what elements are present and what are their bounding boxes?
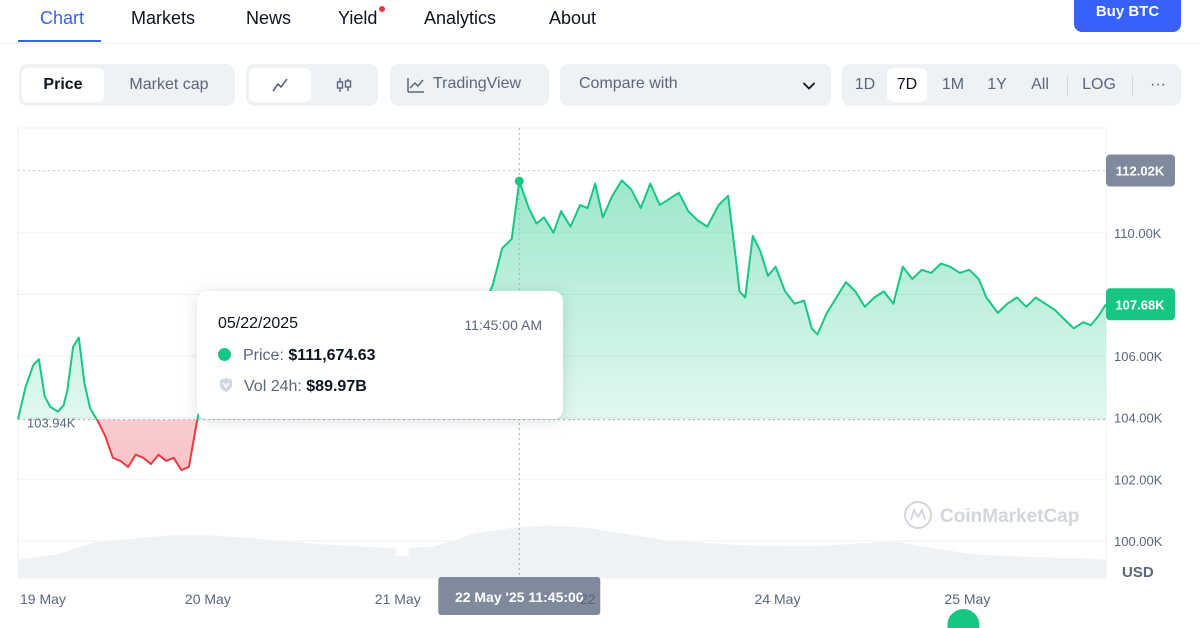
tab-yield-label: Yield [338, 8, 378, 28]
compare-with-label: Compare with [579, 75, 678, 92]
x-tick-label: 20 May [185, 591, 231, 607]
price-dot-icon [218, 348, 231, 361]
tab-yield[interactable]: Yield [338, 6, 386, 29]
tradingview-button[interactable]: TradingView [390, 64, 549, 106]
price-chart-svg: 103.94K 112.02K 107.68K 22 May '25 11:45:00… [17, 127, 1175, 628]
baseline-label: 103.94K [27, 416, 76, 431]
volume-shield-icon [220, 378, 232, 392]
tooltip-volume-row: Vol 24h: $89.97B [218, 377, 367, 396]
y-tick-label: 102.00K [1114, 472, 1163, 487]
tab-markets[interactable]: Markets [131, 8, 196, 28]
range-7d[interactable]: 7D [887, 68, 927, 102]
time-range-selector: 1D 7D 1M 1Y All LOG ··· [842, 64, 1181, 106]
price-marketcap-toggle: Price Market cap [19, 64, 235, 106]
tab-chart[interactable]: Chart [40, 8, 85, 28]
x-tick-label: 19 May [20, 591, 66, 607]
watermark: CoinMarketCap [904, 501, 1079, 529]
compare-with-select[interactable]: Compare with [560, 64, 831, 106]
divider [1067, 76, 1068, 96]
range-all[interactable]: All [1031, 76, 1049, 93]
top-nav: Chart Markets News Yield Analytics About… [0, 0, 1200, 44]
price-tooltip: 05/22/2025 11:45:00 AM Price: $111,674.6… [197, 291, 563, 419]
event-marker-icon [947, 609, 980, 628]
line-chart-button[interactable] [249, 68, 311, 102]
tradingview-label: TradingView [433, 75, 522, 92]
x-tick-label: 22 [580, 591, 596, 607]
y-tick-label: 104.00K [1114, 411, 1163, 426]
tooltip-date: 05/22/2025 [218, 315, 299, 332]
x-tick-label: 25 May [944, 591, 990, 607]
y-axis-unit: USD [1122, 564, 1154, 581]
more-options-button[interactable]: ··· [1150, 76, 1166, 93]
price-chart[interactable]: 103.94K 112.02K 107.68K 22 May '25 11:45:00… [0, 120, 1200, 628]
range-1m[interactable]: 1M [941, 76, 965, 93]
x-tick-label: 21 May [375, 591, 421, 607]
tooltip-vol-label: Vol 24h: [244, 378, 302, 395]
crosshair-time-badge [438, 577, 601, 615]
price-tab[interactable]: Price [22, 68, 104, 102]
candlestick-icon [336, 78, 352, 92]
y-tick-label: 100.00K [1114, 534, 1163, 549]
chevron-down-icon [803, 82, 815, 90]
tab-news[interactable]: News [246, 8, 292, 28]
divider [1132, 76, 1133, 96]
log-scale-toggle[interactable]: LOG [1082, 76, 1116, 93]
crosshair-point [514, 176, 524, 186]
chart-type-toggle [246, 64, 378, 106]
tab-analytics[interactable]: Analytics [424, 8, 497, 28]
crosshair-time-label: 22 May '25 11:45:00 [455, 589, 584, 605]
range-1d[interactable]: 1D [854, 76, 876, 93]
y-tick-label: 110.00K [1114, 226, 1162, 241]
price-line-down [95, 419, 199, 472]
tooltip-price-label: Price: [243, 347, 284, 364]
coinmarketcap-logo-mark [910, 507, 926, 521]
tooltip-price-row: Price: $111,674.63 [218, 347, 376, 365]
market-cap-tab[interactable]: Market cap [129, 76, 209, 93]
tab-about[interactable]: About [549, 8, 597, 28]
tradingview-icon [407, 78, 424, 93]
volume-area [18, 525, 1106, 578]
buy-btc-button[interactable]: Buy BTC [1074, 0, 1181, 32]
line-chart-icon [272, 78, 288, 92]
active-tab-underline [18, 40, 101, 42]
volume-gap [395, 546, 409, 557]
high-badge-label: 112.02K [1116, 164, 1165, 179]
watermark-text: CoinMarketCap [940, 506, 1079, 527]
y-tick-label: 106.00K [1114, 349, 1163, 364]
coinmarketcap-logo-icon [904, 501, 932, 529]
tooltip-price-value: $111,674.63 [288, 347, 376, 364]
x-tick-label: 24 May [755, 591, 801, 607]
price-line-up [17, 179, 1107, 420]
current-price-label: 107.68K [1115, 297, 1165, 312]
candlestick-button[interactable] [314, 68, 374, 102]
high-badge [1106, 154, 1175, 187]
notification-dot [379, 6, 386, 12]
range-1y[interactable]: 1Y [987, 76, 1007, 93]
tooltip-time: 11:45:00 AM [464, 317, 542, 333]
tooltip-vol-value: $89.97B [306, 378, 367, 395]
current-price-badge [1106, 288, 1175, 321]
